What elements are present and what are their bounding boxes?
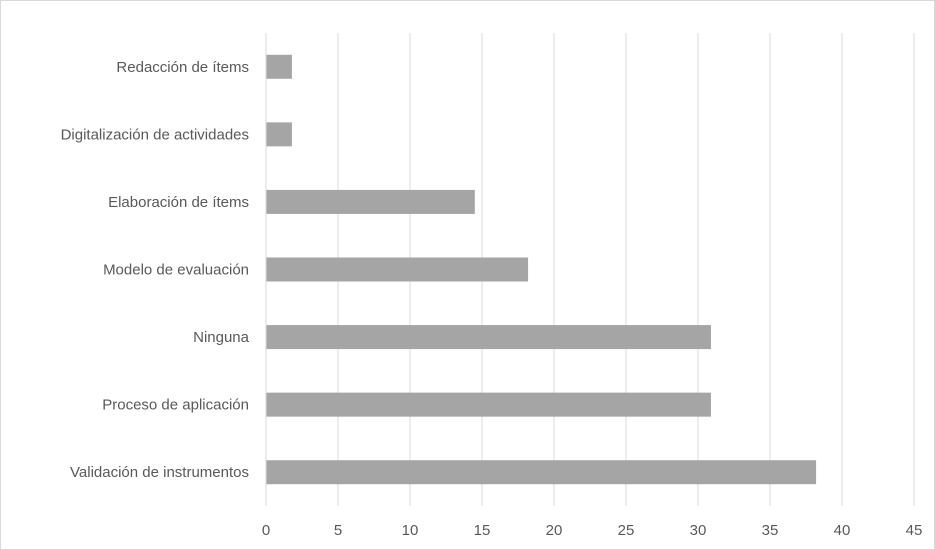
category-label: Digitalización de actividades — [61, 126, 249, 143]
value-tick-labels: 0 5 10 15 20 25 30 35 40 45 — [262, 522, 923, 539]
bar — [266, 460, 817, 485]
bar — [266, 392, 711, 417]
bar — [266, 257, 529, 282]
bar — [266, 54, 292, 79]
x-tick-label: 25 — [618, 522, 635, 539]
bar — [266, 325, 711, 350]
category-label: Proceso de aplicación — [102, 397, 249, 414]
category-label: Validación de instrumentos — [70, 464, 249, 481]
x-tick-label: 30 — [690, 522, 707, 539]
bars — [266, 54, 817, 485]
category-label: Redacción de ítems — [116, 59, 249, 76]
x-tick-label: 35 — [762, 522, 779, 539]
x-tick-label: 15 — [474, 522, 491, 539]
category-label: Elaboración de ítems — [108, 194, 249, 211]
x-tick-label: 20 — [546, 522, 563, 539]
x-tick-label: 5 — [334, 522, 342, 539]
bar — [266, 189, 475, 214]
x-tick-label: 10 — [402, 522, 419, 539]
x-tick-label: 0 — [262, 522, 270, 539]
category-labels: Redacción de ítems Digitalización de acti… — [61, 59, 250, 481]
x-tick-label: 40 — [834, 522, 851, 539]
category-label: Modelo de evaluación — [103, 262, 249, 279]
grid-lines — [337, 33, 915, 506]
bar — [266, 122, 292, 147]
category-label: Ninguna — [193, 329, 250, 346]
x-tick-label: 45 — [906, 522, 923, 539]
